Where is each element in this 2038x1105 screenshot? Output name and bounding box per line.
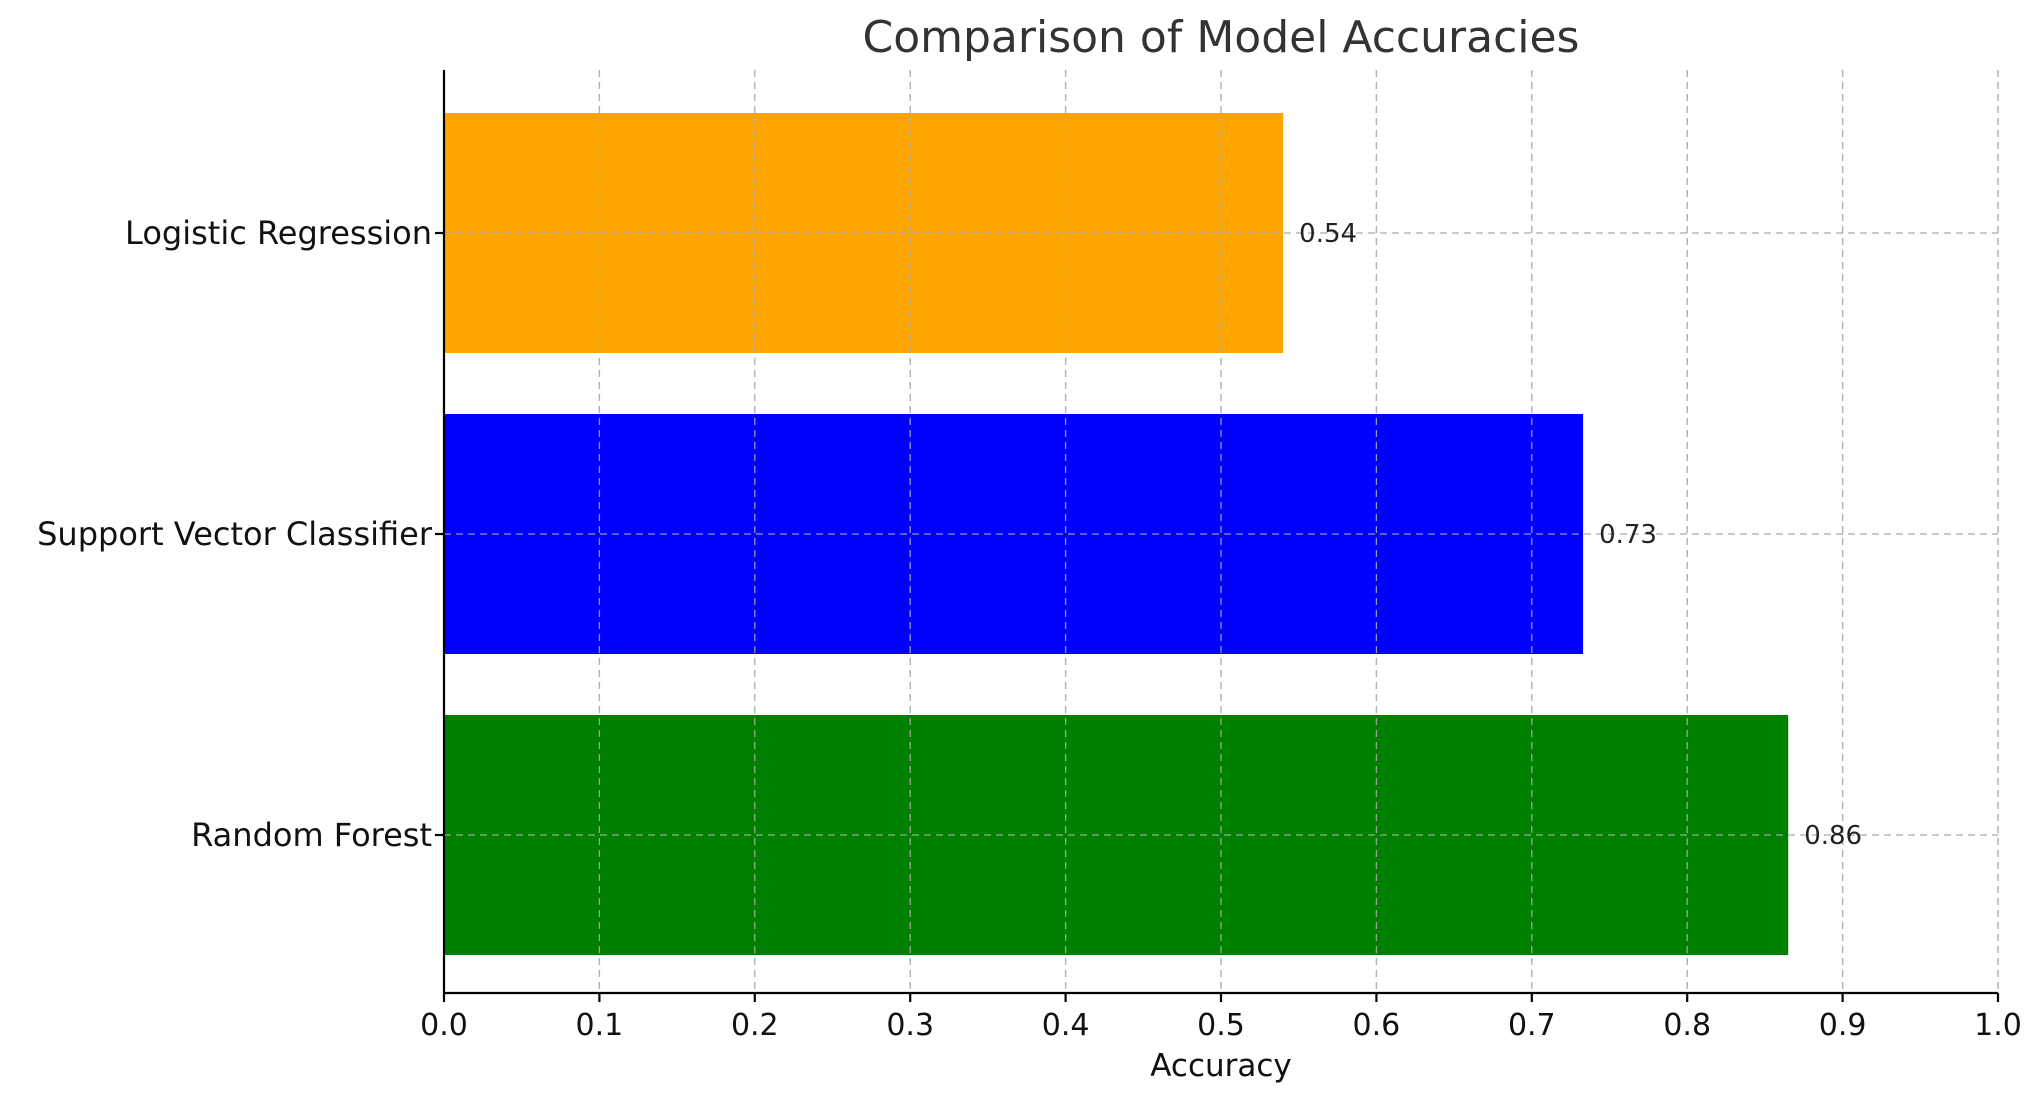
value-labels: 0.86 0.73 0.54 — [1299, 219, 1862, 851]
x-tick-label: 0.8 — [1663, 1008, 1711, 1043]
grid-overlay — [444, 70, 1999, 993]
bar-value-label: 0.73 — [1599, 520, 1657, 550]
x-tick-label: 0.9 — [1819, 1008, 1867, 1043]
x-tick-label: 0.5 — [1197, 1008, 1245, 1043]
chart-title: Comparison of Model Accuracies — [863, 12, 1580, 63]
x-tick-label: 0.6 — [1353, 1008, 1401, 1043]
x-tick-label: 0.2 — [731, 1008, 779, 1043]
x-tick-label: 0.0 — [420, 1008, 468, 1043]
x-tick-label: 0.4 — [1042, 1008, 1090, 1043]
y-category-label: Logistic Regression — [125, 214, 432, 252]
x-tick-label: 1.0 — [1974, 1008, 2022, 1043]
y-category-labels: Random Forest Support Vector Classifier Lo… — [37, 214, 444, 854]
bar-value-label: 0.54 — [1299, 219, 1357, 249]
x-tick-label: 0.7 — [1508, 1008, 1556, 1043]
bar-value-label: 0.86 — [1804, 821, 1862, 851]
y-category-label: Support Vector Classifier — [37, 515, 433, 553]
y-category-label: Random Forest — [191, 816, 432, 854]
x-tick-label: 0.3 — [886, 1008, 934, 1043]
x-tick-label: 0.1 — [576, 1008, 624, 1043]
x-axis-title: Accuracy — [1150, 1048, 1292, 1084]
x-ticks: 0.0 0.1 0.2 0.3 0.4 0.5 0.6 0.7 0.8 0.9 1.0 — [420, 993, 2022, 1043]
